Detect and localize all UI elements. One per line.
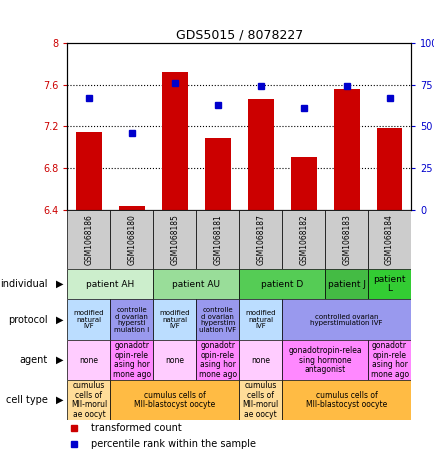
Text: none: none: [79, 356, 98, 365]
Bar: [110, 210, 153, 269]
Text: GSM1068183: GSM1068183: [342, 214, 350, 265]
Text: GSM1068187: GSM1068187: [256, 214, 265, 265]
Text: agent: agent: [20, 355, 48, 365]
Bar: [153, 269, 239, 299]
Text: patient AU: patient AU: [172, 280, 220, 289]
Bar: [367, 210, 410, 269]
Bar: [290, 157, 316, 210]
Text: ▶: ▶: [56, 315, 63, 325]
Text: gonadotr
opin-rele
asing hor
mone ago: gonadotr opin-rele asing hor mone ago: [198, 341, 236, 379]
Text: individual: individual: [0, 279, 48, 289]
Text: ▶: ▶: [56, 395, 63, 405]
Text: cumulus cells of
MII-blastocyst oocyte: cumulus cells of MII-blastocyst oocyte: [134, 390, 215, 410]
Bar: [282, 210, 325, 269]
Bar: [239, 269, 324, 299]
Text: GSM1068184: GSM1068184: [384, 214, 393, 265]
Bar: [119, 206, 145, 210]
Text: modified
natural
IVF: modified natural IVF: [245, 310, 275, 329]
Bar: [110, 380, 239, 420]
Text: cumulus
cells of
MII-morul
ae oocyt: cumulus cells of MII-morul ae oocyt: [71, 381, 107, 419]
Bar: [67, 269, 153, 299]
Bar: [153, 210, 196, 269]
Text: controlle
d ovarian
hypersti
mulation I: controlle d ovarian hypersti mulation I: [114, 307, 149, 333]
Bar: [161, 72, 187, 210]
Text: controlle
d ovarian
hyperstim
ulation IVF: controlle d ovarian hyperstim ulation IV…: [199, 307, 236, 333]
Text: modified
natural
IVF: modified natural IVF: [159, 310, 190, 329]
Text: ▶: ▶: [56, 279, 63, 289]
Text: GSM1068182: GSM1068182: [299, 214, 307, 265]
Text: GSM1068180: GSM1068180: [127, 214, 136, 265]
Text: modified
natural
IVF: modified natural IVF: [73, 310, 104, 329]
Bar: [67, 299, 110, 340]
Bar: [282, 299, 410, 340]
Bar: [376, 129, 401, 210]
Text: none: none: [251, 356, 270, 365]
Bar: [282, 340, 367, 380]
Text: patient D: patient D: [260, 280, 302, 289]
Bar: [239, 210, 282, 269]
Bar: [196, 340, 239, 380]
Bar: [153, 299, 196, 340]
Text: cumulus
cells of
MII-morul
ae oocyt: cumulus cells of MII-morul ae oocyt: [242, 381, 278, 419]
Text: patient
L: patient L: [372, 275, 405, 294]
Bar: [196, 210, 239, 269]
Bar: [67, 210, 110, 269]
Bar: [239, 340, 282, 380]
Text: patient AH: patient AH: [86, 280, 134, 289]
Bar: [324, 269, 367, 299]
Text: gonadotropin-relea
sing hormone
antagonist: gonadotropin-relea sing hormone antagoni…: [288, 346, 361, 374]
Text: cell type: cell type: [6, 395, 48, 405]
Bar: [333, 89, 358, 210]
Bar: [110, 340, 153, 380]
Text: GSM1068186: GSM1068186: [84, 214, 93, 265]
Text: percentile rank within the sample: percentile rank within the sample: [91, 439, 256, 449]
Text: gonadotr
opin-rele
asing hor
mone ago: gonadotr opin-rele asing hor mone ago: [370, 341, 408, 379]
Bar: [204, 138, 230, 210]
Text: cumulus cells of
MII-blastocyst oocyte: cumulus cells of MII-blastocyst oocyte: [305, 390, 386, 410]
Bar: [67, 380, 110, 420]
Bar: [324, 210, 367, 269]
Text: GSM1068181: GSM1068181: [213, 214, 222, 265]
Bar: [367, 340, 410, 380]
Text: controlled ovarian
hyperstimulation IVF: controlled ovarian hyperstimulation IVF: [310, 313, 382, 326]
Bar: [76, 131, 102, 210]
Text: none: none: [165, 356, 184, 365]
Text: transformed count: transformed count: [91, 423, 182, 433]
Bar: [67, 340, 110, 380]
Bar: [367, 269, 410, 299]
Bar: [282, 380, 410, 420]
Bar: [196, 299, 239, 340]
Bar: [239, 299, 282, 340]
Bar: [247, 99, 273, 210]
Bar: [153, 340, 196, 380]
Bar: [110, 299, 153, 340]
Text: protocol: protocol: [8, 315, 48, 325]
Text: GSM1068185: GSM1068185: [170, 214, 179, 265]
Text: gonadotr
opin-rele
asing hor
mone ago: gonadotr opin-rele asing hor mone ago: [112, 341, 151, 379]
Bar: [239, 380, 282, 420]
Text: ▶: ▶: [56, 355, 63, 365]
Text: patient J: patient J: [327, 280, 365, 289]
Title: GDS5015 / 8078227: GDS5015 / 8078227: [175, 29, 302, 42]
